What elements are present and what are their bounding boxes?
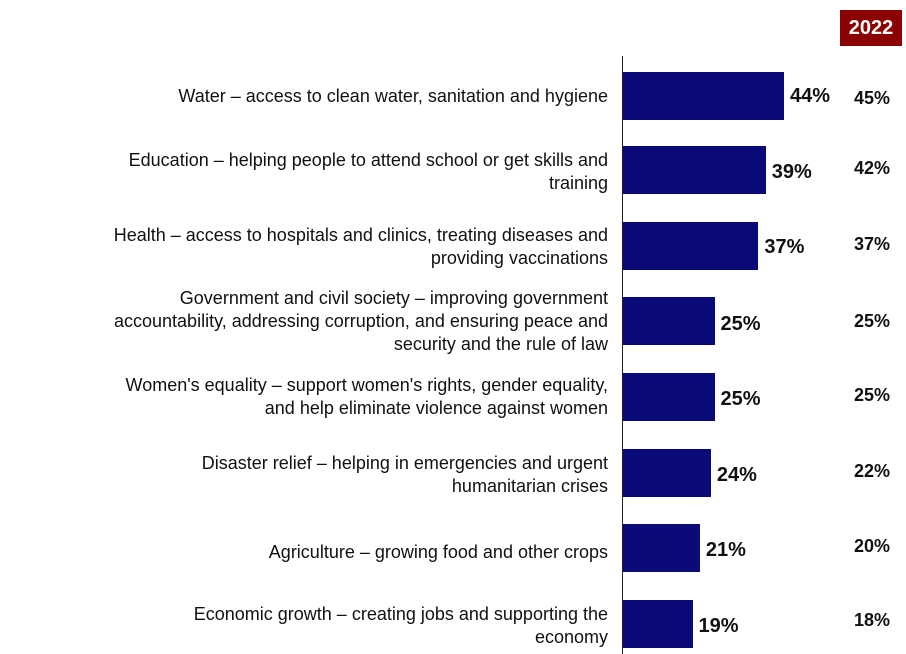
comparison-value-health: 37% xyxy=(853,234,891,254)
category-label-disaster-relief: Disaster relief – helping in emergencies… xyxy=(201,453,608,496)
bar-value-government: 25% xyxy=(720,313,761,335)
bar-value-economic-growth: 19% xyxy=(698,615,739,637)
bar-health xyxy=(623,222,759,270)
category-label-agriculture: Agriculture – growing food and other cro… xyxy=(268,542,608,562)
bar-value-health: 37% xyxy=(764,236,805,258)
bar-value-disaster-relief: 24% xyxy=(716,464,757,486)
bar-education xyxy=(623,146,766,194)
comparison-value-womens-equality: 25% xyxy=(853,385,891,405)
bar-value-agriculture: 21% xyxy=(705,539,746,561)
bar-value-education: 39% xyxy=(771,161,812,183)
bar-agriculture xyxy=(623,524,700,572)
bar-economic-growth xyxy=(623,600,693,648)
category-label-economic-growth: Economic growth – creating jobs and supp… xyxy=(193,604,608,647)
comparison-year-badge: 2022 xyxy=(840,10,902,46)
bar-womens-equality xyxy=(623,373,715,421)
category-label-womens-equality: Women's equality – support women's right… xyxy=(125,375,608,418)
y-axis-line xyxy=(622,56,623,654)
comparison-value-education: 42% xyxy=(853,158,891,178)
bar-value-womens-equality: 25% xyxy=(720,388,761,410)
comparison-value-economic-growth: 18% xyxy=(853,610,891,630)
category-label-health: Health – access to hospitals and clinics… xyxy=(113,225,608,268)
comparison-value-government: 25% xyxy=(853,311,891,331)
bar-government xyxy=(623,297,715,345)
category-label-education: Education – helping people to attend sch… xyxy=(128,150,608,193)
category-label-government: Government and civil society – improving… xyxy=(114,288,608,354)
bar-water xyxy=(623,72,785,120)
category-label-water: Water – access to clean water, sanitatio… xyxy=(178,86,608,106)
comparison-value-agriculture: 20% xyxy=(853,536,891,556)
bar-disaster-relief xyxy=(623,449,711,497)
bar-value-water: 44% xyxy=(790,85,831,107)
comparison-value-water: 45% xyxy=(853,88,891,108)
comparison-value-disaster-relief: 22% xyxy=(853,461,891,481)
